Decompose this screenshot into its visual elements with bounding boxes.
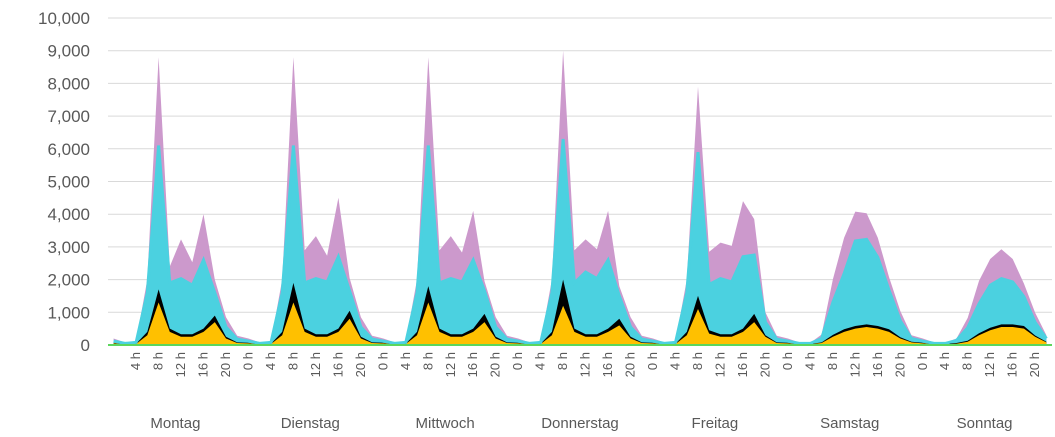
y-tick-label: 10,000 xyxy=(38,9,90,28)
x-tick-label: 20 h xyxy=(623,352,638,377)
x-tick-label: 20 h xyxy=(353,352,368,377)
day-label: Donnerstag xyxy=(541,415,619,432)
x-tick-label: 20 h xyxy=(892,352,907,377)
x-tick-label: 12 h xyxy=(578,352,593,377)
x-tick-label: 8 h xyxy=(825,352,840,370)
series-area-1 xyxy=(113,302,1047,345)
x-tick-label: 0 h xyxy=(510,352,525,370)
x-tick-label: 8 h xyxy=(285,352,300,370)
x-tick-label: 8 h xyxy=(151,352,166,370)
series-area-4 xyxy=(113,50,1047,345)
y-tick-label: 3,000 xyxy=(47,238,90,257)
x-axis: 4 h 8 h 12 h 16 h 20 h Montag 0 h 4 h 8 h 12 h 16 … xyxy=(128,352,1042,432)
day-label: Freitag xyxy=(692,415,739,432)
x-tick-label: 20 h xyxy=(488,352,503,377)
x-tick-label: 16 h xyxy=(330,352,345,377)
y-tick-label: 7,000 xyxy=(47,107,90,126)
x-tick-label: 12 h xyxy=(847,352,862,377)
x-tick-label: 16 h xyxy=(465,352,480,377)
x-tick-label: 16 h xyxy=(735,352,750,377)
y-tick-label: 6,000 xyxy=(47,140,90,159)
y-tick-label: 8,000 xyxy=(47,74,90,93)
day-label: Dienstag xyxy=(281,415,340,432)
x-tick-label: 16 h xyxy=(1005,352,1020,377)
x-tick-label: 12 h xyxy=(173,352,188,377)
x-tick-label: 4 h xyxy=(128,352,143,370)
y-axis: 0 1,000 2,000 3,000 4,000 5,000 6,000 7,000 8,00… xyxy=(38,9,90,355)
x-tick-label: 4 h xyxy=(802,352,817,370)
x-tick-label: 0 h xyxy=(780,352,795,370)
x-tick-label: 12 h xyxy=(308,352,323,377)
x-tick-label: 4 h xyxy=(668,352,683,370)
x-tick-label: 4 h xyxy=(937,352,952,370)
x-tick-label: 0 h xyxy=(915,352,930,370)
x-tick-label: 4 h xyxy=(263,352,278,370)
day-label: Sonntag xyxy=(957,415,1013,432)
y-tick-label: 0 xyxy=(81,336,90,355)
x-tick-label: 4 h xyxy=(398,352,413,370)
x-tick-label: 16 h xyxy=(196,352,211,377)
day-label: Mittwoch xyxy=(416,415,475,432)
x-tick-label: 16 h xyxy=(870,352,885,377)
y-tick-label: 4,000 xyxy=(47,205,90,224)
x-tick-label: 12 h xyxy=(713,352,728,377)
x-tick-label: 20 h xyxy=(757,352,772,377)
x-tick-label: 20 h xyxy=(218,352,233,377)
x-tick-label: 16 h xyxy=(600,352,615,377)
day-label: Samstag xyxy=(820,415,879,432)
y-tick-label: 1,000 xyxy=(47,303,90,322)
y-tick-label: 2,000 xyxy=(47,271,90,290)
y-tick-label: 5,000 xyxy=(47,173,90,192)
x-tick-label: 12 h xyxy=(443,352,458,377)
x-tick-label: 0 h xyxy=(375,352,390,370)
day-label: Montag xyxy=(150,415,200,432)
gridlines xyxy=(108,17,1052,346)
plot-areas xyxy=(108,50,1052,346)
x-tick-label: 8 h xyxy=(690,352,705,370)
series-area-3 xyxy=(113,139,1047,345)
y-tick-label: 9,000 xyxy=(47,42,90,61)
x-tick-label: 20 h xyxy=(1027,352,1042,377)
x-tick-label: 8 h xyxy=(960,352,975,370)
x-tick-label: 12 h xyxy=(982,352,997,377)
series-line-3 xyxy=(113,138,1048,345)
x-tick-label: 8 h xyxy=(420,352,435,370)
x-tick-label: 0 h xyxy=(645,352,660,370)
x-tick-label: 0 h xyxy=(241,352,256,370)
x-tick-label: 4 h xyxy=(533,352,548,370)
x-tick-label: 8 h xyxy=(555,352,570,370)
